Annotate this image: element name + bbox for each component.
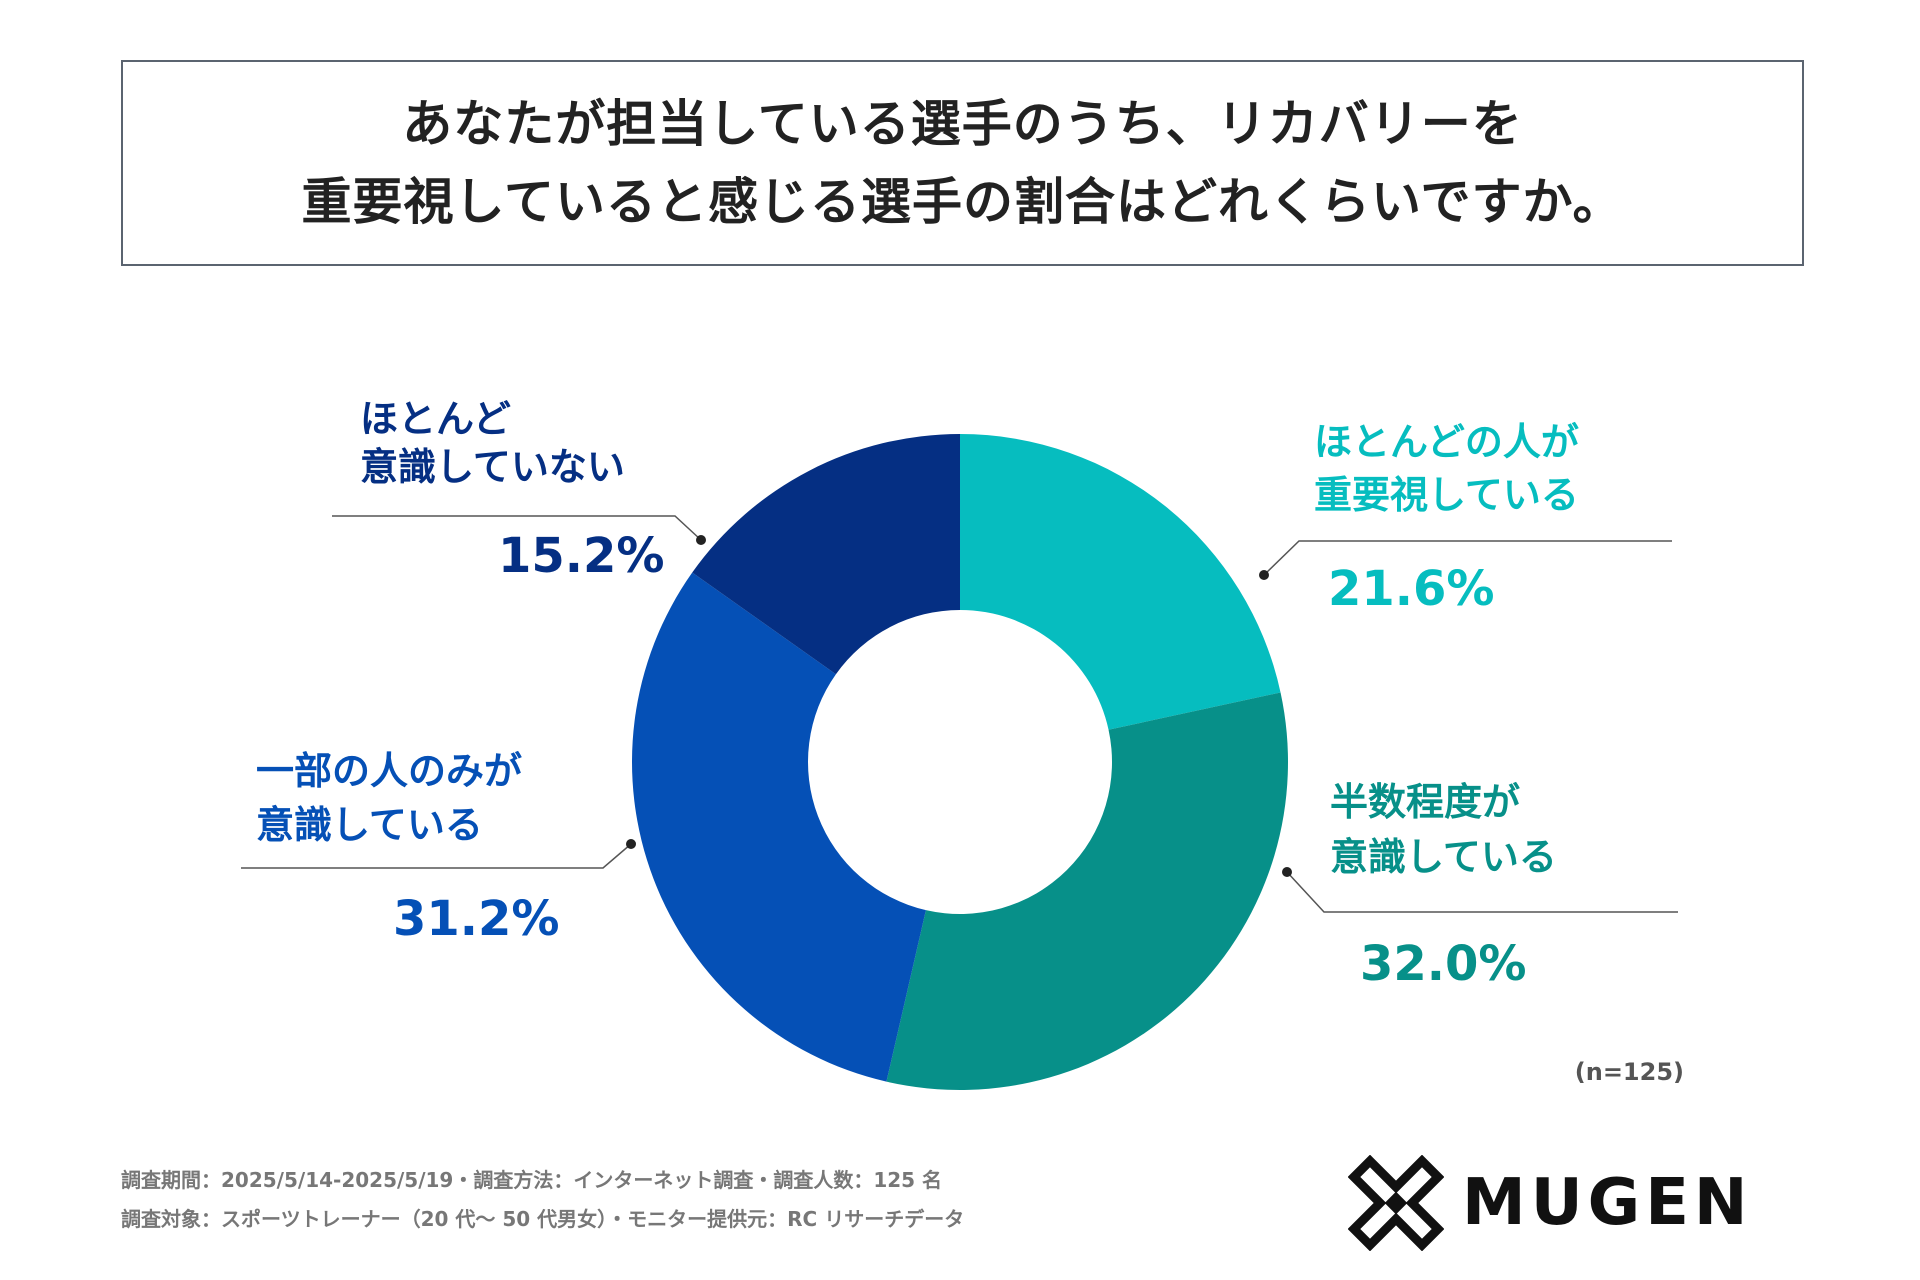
slice-label-half-line-1: 半数程度が	[1330, 780, 1520, 824]
title-line-2: 重要視していると感じる選手の割合はどれくらいですか。	[301, 173, 1624, 231]
leader-line-half	[1286, 871, 1678, 913]
slice-label-some-line-2: 意識している	[256, 803, 483, 847]
leader-dot-most	[1259, 570, 1269, 580]
title-box: あなたが担当している選手のうち、リカバリーを 重要視していると感じる選手の割合は…	[121, 60, 1804, 266]
footnote-survey-period: 調査期間：2025/5/14-2025/5/19・調査方法：インターネット調査・…	[121, 1168, 943, 1192]
slice-label-hardly-line-1: ほとんど	[360, 397, 511, 441]
footnote-survey-target: 調査対象：スポーツトレーナー（20 代～ 50 代男女）・モニター提供元：RC …	[121, 1207, 965, 1231]
leader-line-some	[241, 843, 632, 869]
mugen-logo-icon	[1348, 1155, 1444, 1251]
slice-value-hardly: 15.2%	[498, 528, 665, 584]
leader-dot-some	[626, 839, 636, 849]
donut-slice-half	[886, 692, 1288, 1090]
slice-label-hardly-line-2: 意識していない	[360, 445, 625, 489]
donut-slice-hardly	[692, 434, 960, 675]
sample-size-label: (n=125)	[1574, 1058, 1684, 1086]
slice-label-half-line-2: 意識している	[1330, 835, 1557, 879]
donut-slice-some	[632, 572, 926, 1082]
mugen-logo: MUGEN	[1348, 1155, 1752, 1251]
slice-value-some: 31.2%	[393, 891, 560, 947]
slice-label-most-line-2: 重要視している	[1314, 473, 1579, 517]
slice-value-most: 21.6%	[1328, 561, 1495, 617]
title-line-1: あなたが担当している選手のうち、リカバリーを	[402, 95, 1523, 153]
slice-value-half: 32.0%	[1360, 936, 1527, 992]
logo-text: MUGEN	[1462, 1166, 1753, 1240]
leader-dot-half	[1282, 867, 1292, 877]
leader-line-most	[1263, 540, 1672, 576]
slice-label-some-line-1: 一部の人のみが	[256, 749, 522, 793]
leader-line-hardly	[332, 515, 702, 541]
donut-slice-most	[960, 434, 1281, 730]
leader-dot-hardly	[696, 535, 706, 545]
slice-label-most-line-1: ほとんどの人が	[1314, 420, 1579, 464]
